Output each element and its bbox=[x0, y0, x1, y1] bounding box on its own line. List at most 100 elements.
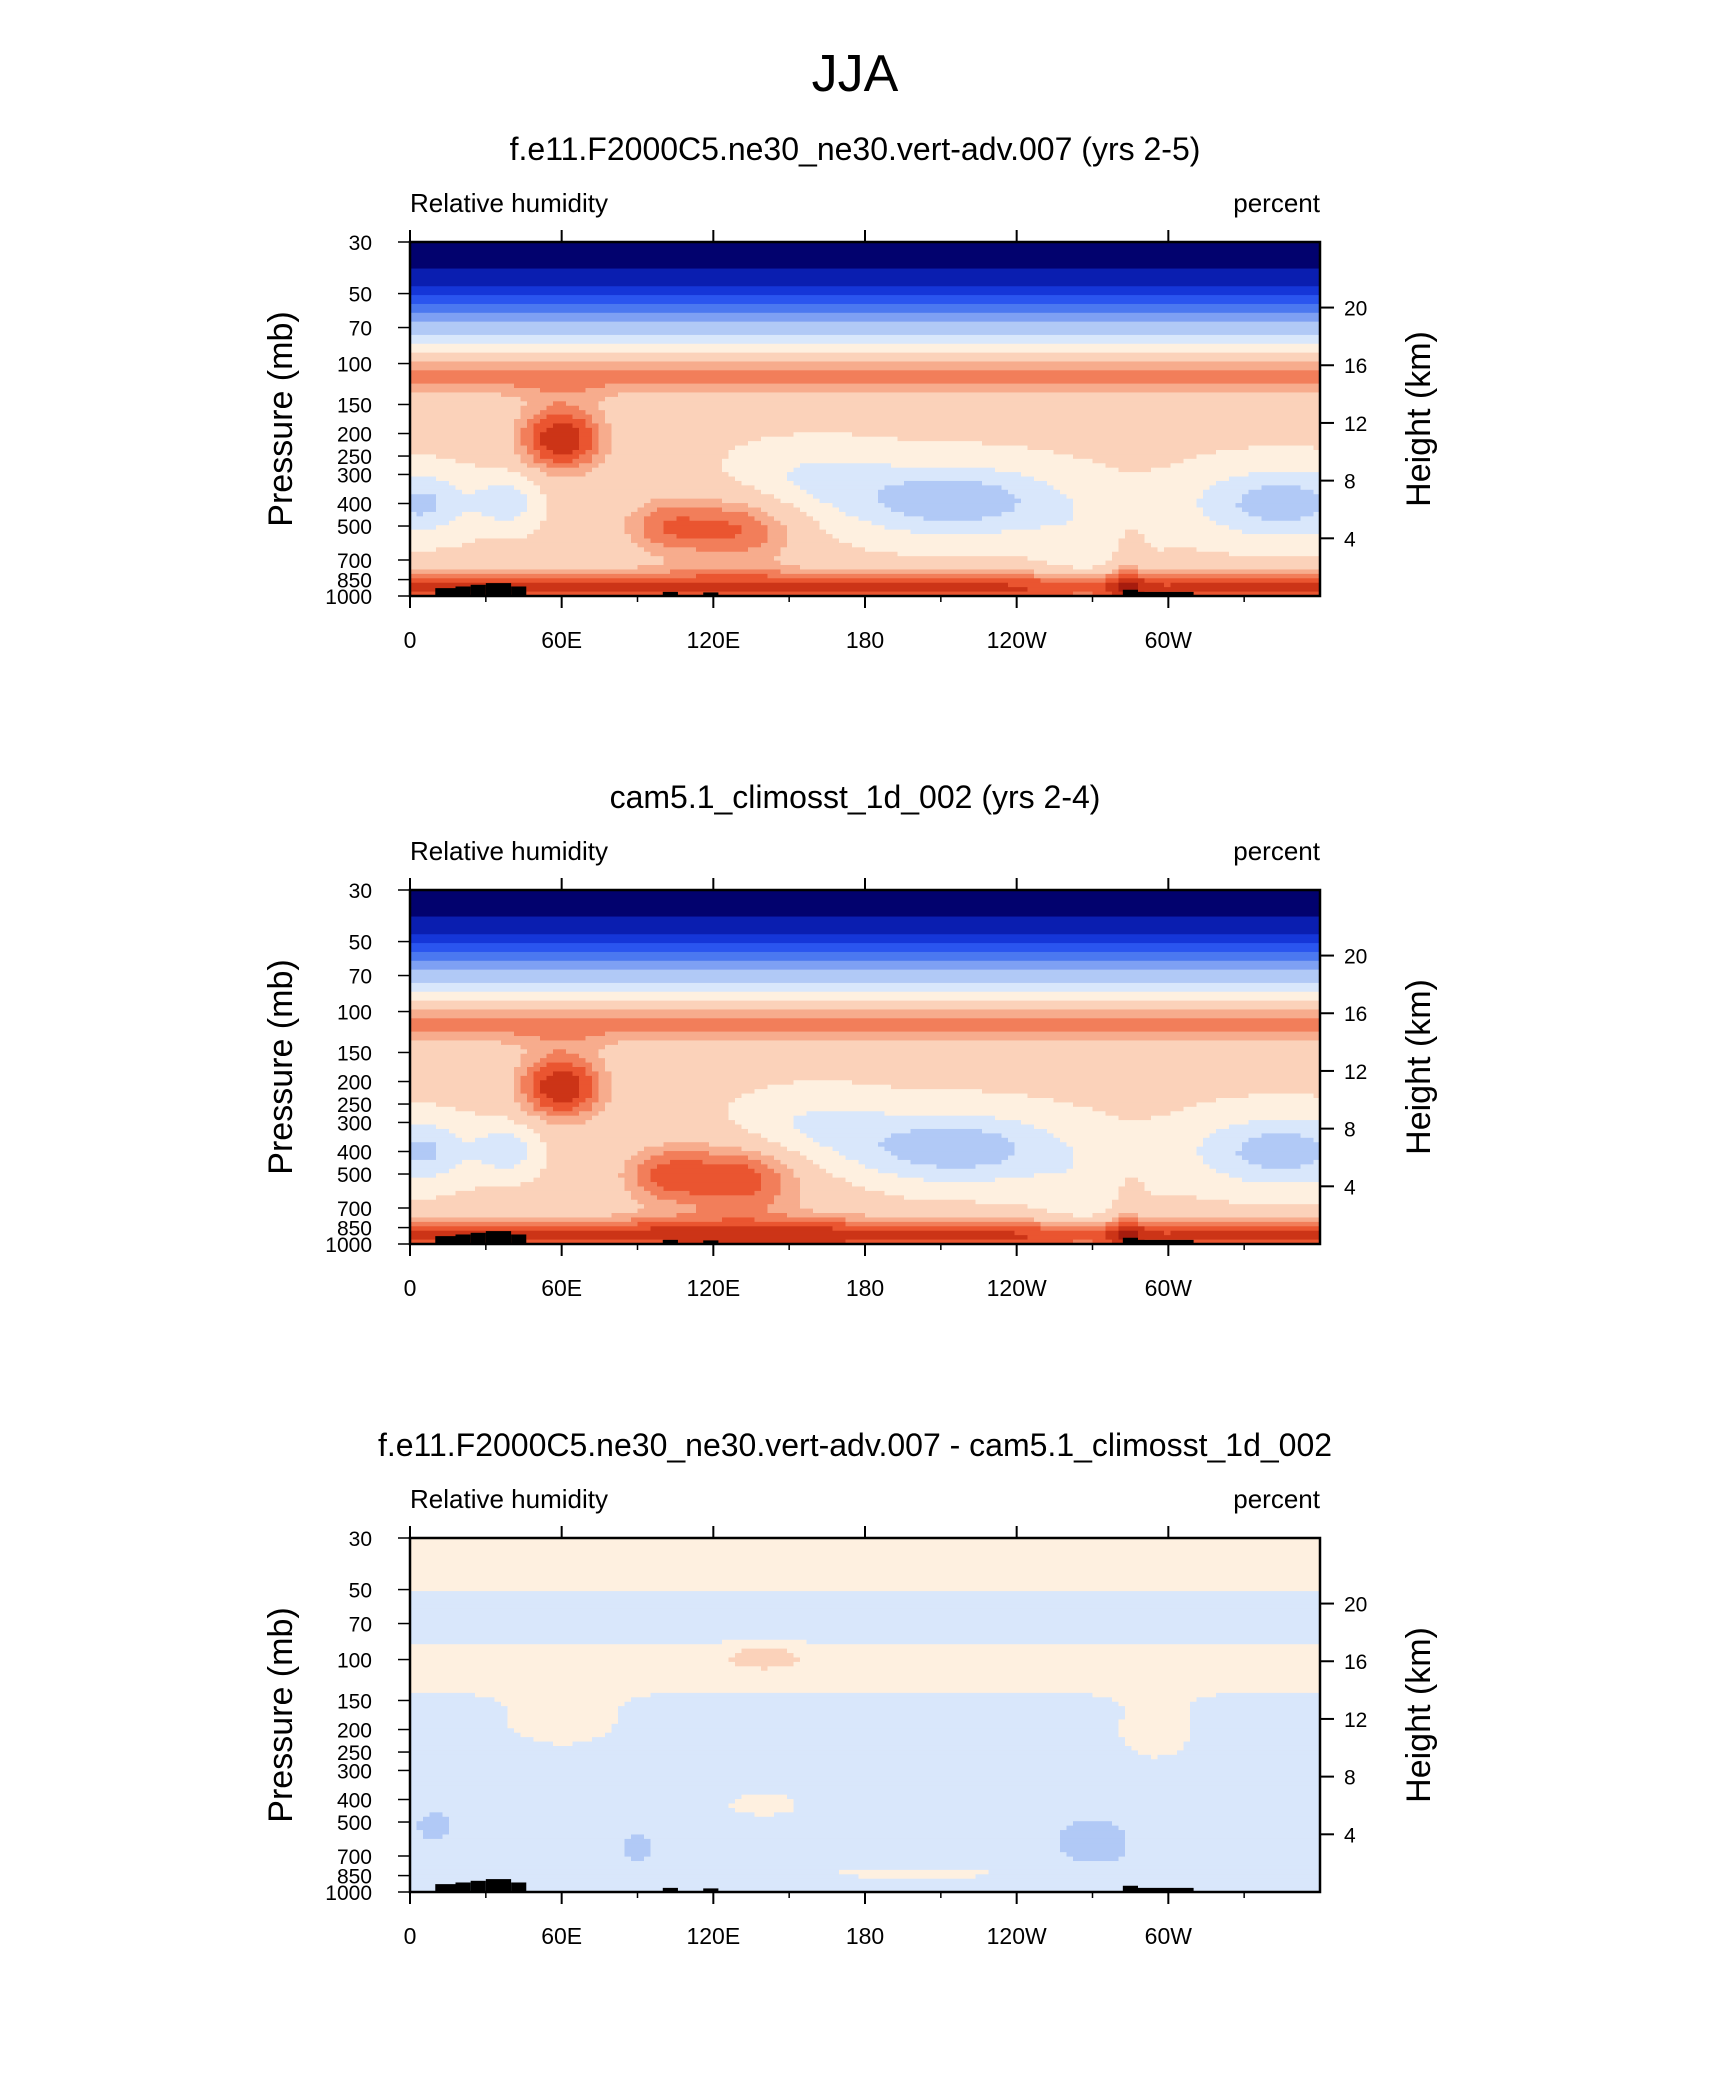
topography-block bbox=[435, 1236, 456, 1244]
y-tick-label: 1000 bbox=[325, 1882, 372, 1905]
topography-block bbox=[703, 1240, 719, 1244]
panel-1: f.e11.F2000C5.ne30_ne30.vert-adv.007 (yr… bbox=[262, 131, 1438, 648]
height-tick-label: 8 bbox=[1344, 471, 1356, 494]
height-tick-label: 8 bbox=[1344, 1119, 1356, 1142]
topography-block bbox=[455, 586, 471, 596]
y-tick-label: 50 bbox=[349, 1580, 372, 1603]
y-axis-label: Pressure (mb) bbox=[262, 311, 300, 526]
x-tick-label: 60E bbox=[541, 1275, 582, 1296]
left-label: Relative humidity bbox=[410, 188, 608, 218]
y-tick-label: 200 bbox=[337, 424, 372, 447]
y-tick-label: 500 bbox=[337, 1164, 372, 1187]
topography-block bbox=[1122, 1237, 1138, 1244]
y-tick-label: 300 bbox=[337, 1112, 372, 1135]
panel-title: f.e11.F2000C5.ne30_ne30.vert-adv.007 - c… bbox=[378, 1427, 1332, 1463]
x-tick-label: 0 bbox=[404, 1275, 417, 1296]
y-tick-label: 250 bbox=[337, 446, 372, 469]
left-label: Relative humidity bbox=[410, 1484, 608, 1514]
y-tick-label: 100 bbox=[337, 354, 372, 377]
height-tick-label: 12 bbox=[1344, 413, 1367, 436]
topography-block bbox=[455, 1234, 471, 1244]
height-tick-label: 8 bbox=[1344, 1767, 1356, 1790]
y-tick-label: 200 bbox=[337, 1072, 372, 1095]
x-tick-label: 120W bbox=[987, 627, 1047, 648]
height-tick-label: 4 bbox=[1344, 1176, 1356, 1199]
y-tick-label: 700 bbox=[337, 1846, 372, 1869]
y-tick-label: 200 bbox=[337, 1720, 372, 1743]
y-axis-label: Pressure (mb) bbox=[262, 959, 300, 1174]
x-tick-label: 60W bbox=[1145, 627, 1193, 648]
y-axis-label: Pressure (mb) bbox=[262, 1607, 300, 1822]
topography-block bbox=[435, 588, 456, 596]
panel-title: f.e11.F2000C5.ne30_ne30.vert-adv.007 (yr… bbox=[510, 131, 1201, 167]
topography-block bbox=[1122, 1885, 1138, 1892]
height-axis-label: Height (km) bbox=[1400, 1627, 1438, 1803]
topography-block bbox=[1138, 1887, 1194, 1892]
y-tick-label: 70 bbox=[349, 966, 372, 989]
y-tick-label: 100 bbox=[337, 1650, 372, 1673]
height-tick-label: 4 bbox=[1344, 1824, 1356, 1847]
x-tick-label: 120E bbox=[686, 1923, 740, 1944]
y-tick-label: 1000 bbox=[325, 1234, 372, 1257]
panel-3: f.e11.F2000C5.ne30_ne30.vert-adv.007 - c… bbox=[262, 1427, 1438, 1944]
y-tick-label: 850 bbox=[337, 570, 372, 593]
topography-block bbox=[485, 1879, 512, 1892]
height-tick-label: 4 bbox=[1344, 528, 1356, 551]
topography-block bbox=[511, 586, 527, 596]
x-tick-label: 120W bbox=[987, 1275, 1047, 1296]
x-tick-label: 180 bbox=[846, 627, 884, 648]
height-tick-label: 20 bbox=[1344, 298, 1367, 321]
right-label: percent bbox=[1233, 1484, 1320, 1514]
y-tick-label: 30 bbox=[349, 232, 372, 255]
x-tick-label: 0 bbox=[404, 1923, 417, 1944]
x-tick-label: 120E bbox=[686, 627, 740, 648]
y-tick-label: 50 bbox=[349, 932, 372, 955]
field-raster bbox=[410, 242, 1321, 597]
figure-title: JJA bbox=[0, 44, 1710, 104]
x-tick-label: 0 bbox=[404, 627, 417, 648]
height-tick-label: 16 bbox=[1344, 1003, 1367, 1026]
y-tick-label: 150 bbox=[337, 394, 372, 417]
left-label: Relative humidity bbox=[410, 836, 608, 866]
topography-block bbox=[662, 1887, 678, 1892]
topography-block bbox=[703, 1888, 719, 1892]
height-tick-label: 16 bbox=[1344, 1651, 1367, 1674]
x-tick-label: 60E bbox=[541, 1923, 582, 1944]
right-label: percent bbox=[1233, 836, 1320, 866]
topography-block bbox=[511, 1882, 527, 1892]
y-tick-label: 30 bbox=[349, 880, 372, 903]
topography-block bbox=[470, 1232, 486, 1244]
topography-block bbox=[485, 1231, 512, 1244]
panel-title: cam5.1_climosst_1d_002 (yrs 2-4) bbox=[610, 779, 1101, 815]
right-label: percent bbox=[1233, 188, 1320, 218]
y-tick-label: 1000 bbox=[325, 586, 372, 609]
y-tick-label: 250 bbox=[337, 1094, 372, 1117]
y-tick-label: 300 bbox=[337, 464, 372, 487]
topography-block bbox=[1138, 591, 1194, 596]
y-tick-label: 400 bbox=[337, 493, 372, 516]
y-tick-label: 500 bbox=[337, 516, 372, 539]
x-tick-label: 60W bbox=[1145, 1275, 1193, 1296]
y-tick-label: 400 bbox=[337, 1141, 372, 1164]
y-tick-label: 850 bbox=[337, 1866, 372, 1889]
y-tick-label: 400 bbox=[337, 1789, 372, 1812]
y-tick-label: 300 bbox=[337, 1760, 372, 1783]
height-tick-label: 20 bbox=[1344, 946, 1367, 969]
y-tick-label: 500 bbox=[337, 1812, 372, 1835]
y-tick-label: 700 bbox=[337, 550, 372, 573]
y-tick-label: 150 bbox=[337, 1690, 372, 1713]
topography-block bbox=[470, 584, 486, 596]
topography-block bbox=[662, 591, 678, 596]
height-axis-label: Height (km) bbox=[1400, 979, 1438, 1155]
topography-block bbox=[470, 1880, 486, 1892]
height-tick-label: 16 bbox=[1344, 355, 1367, 378]
panel-2: cam5.1_climosst_1d_002 (yrs 2-4)Relative… bbox=[262, 779, 1438, 1296]
y-tick-label: 70 bbox=[349, 318, 372, 341]
topography-block bbox=[703, 592, 719, 596]
height-tick-label: 12 bbox=[1344, 1061, 1367, 1084]
topography-block bbox=[455, 1882, 471, 1892]
y-tick-label: 700 bbox=[337, 1198, 372, 1221]
y-tick-label: 70 bbox=[349, 1614, 372, 1637]
topography-block bbox=[1122, 589, 1138, 596]
y-tick-label: 30 bbox=[349, 1528, 372, 1551]
